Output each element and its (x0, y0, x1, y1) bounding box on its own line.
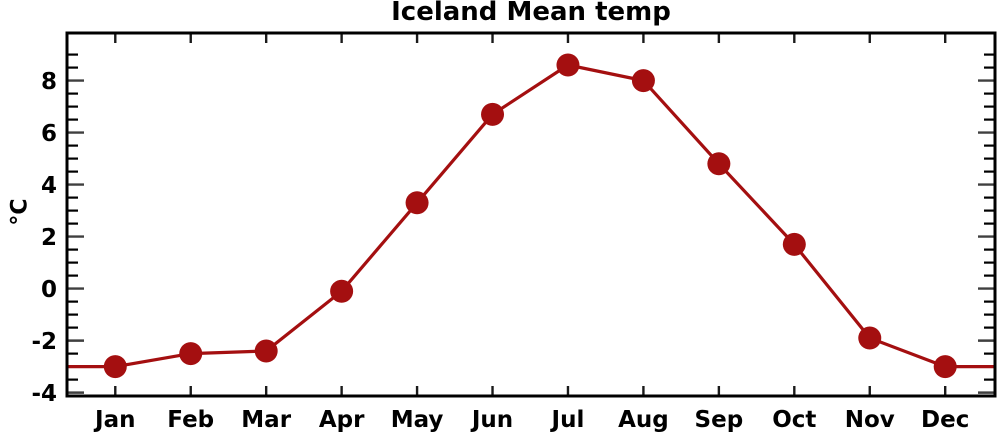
y-tick-label: -4 (31, 381, 57, 407)
x-tick-label: May (391, 407, 444, 433)
y-tick-label: 6 (41, 121, 57, 147)
y-tick-label: 2 (41, 225, 57, 251)
data-point-jan (103, 355, 127, 379)
data-point-sep (707, 152, 731, 176)
data-point-may (405, 191, 429, 215)
x-tick-label: Aug (618, 407, 669, 433)
data-point-jul (556, 53, 580, 77)
y-tick-label: -2 (31, 329, 57, 355)
chart-title: Iceland Mean temp (391, 0, 671, 27)
temperature-line (67, 63, 995, 369)
x-tick-label: Oct (772, 407, 816, 433)
x-tick-label: Nov (845, 407, 895, 433)
data-point-feb (179, 342, 203, 366)
y-axis-label: °C (7, 198, 33, 226)
data-point-oct (782, 232, 806, 256)
data-point-mar (254, 339, 278, 363)
data-point-nov (858, 326, 882, 350)
data-point-dec (933, 355, 957, 379)
x-tick-label: Feb (167, 407, 214, 433)
data-point-apr (330, 279, 354, 303)
x-tick-label: Mar (241, 407, 291, 433)
x-tick-label: Jun (470, 407, 513, 433)
x-tick-label: Sep (695, 407, 744, 433)
y-tick-label: 4 (41, 173, 57, 199)
data-point-jun (481, 102, 505, 126)
data-point-aug (631, 69, 655, 93)
plot-frame (65, 31, 997, 398)
x-tick-label: Dec (921, 407, 969, 433)
x-tick-label: Jan (93, 407, 135, 433)
x-tick-label: Jul (550, 407, 585, 433)
y-tick-label: 8 (41, 69, 57, 95)
x-tick-label: Apr (319, 407, 365, 433)
y-tick-label: 0 (41, 277, 57, 303)
